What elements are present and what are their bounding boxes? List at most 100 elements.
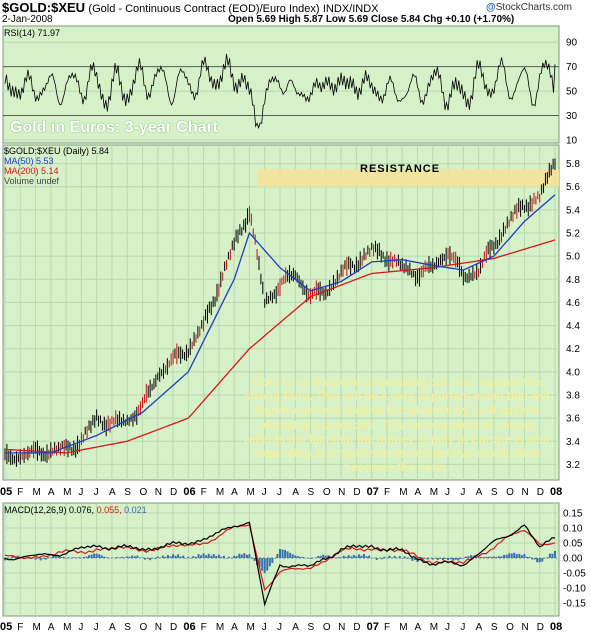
macd-hist-bar [172,554,175,558]
macd-hist-bar [281,549,284,558]
price-x-tick-label: A [48,487,55,498]
macd-x-tick-label: D [537,622,544,633]
macd-hist-bar [11,555,14,558]
macd-hist-bar [253,558,256,561]
price-x-tick-label: A [231,487,238,498]
rsi-grid [3,41,559,141]
macd-x-tick-label: M [33,622,41,633]
macd-hist-bar [462,558,465,559]
macd-hist-bar [469,555,472,558]
macd-hist-bar [342,555,345,558]
macd-x-tick-label: F [384,622,390,633]
macd-hist-bar [554,551,556,558]
macd-hist-bar [39,558,42,561]
macd-hist-bar [413,558,416,561]
macd-hist-bar [375,558,378,560]
macd-hist-bar [408,558,411,559]
macd-hist-bar [347,555,350,558]
chart-headline: Gold in Euros: 3-year Chart [10,119,219,136]
macd-hist-bar [210,555,213,558]
price-x-tick-label: O [140,487,148,498]
macd-hist-bar [266,558,269,571]
macd-hist-bar [373,557,376,559]
price-x-tick-label: A [109,487,116,498]
macd-hist-bar [261,558,264,571]
macd-x-tick-label: D [170,622,177,633]
macd-x-tick-label: O [506,622,514,633]
macd-hist-bar [156,556,159,558]
price-x-tick-label: J [460,487,465,498]
macd-hist-bar [98,554,101,558]
macd-hist-bar [319,555,322,558]
price-x-tick-label: S [491,487,498,498]
macd-hist-bar [304,557,307,559]
macd-hist-bar [230,558,233,559]
macd-hist-bar [215,555,218,558]
macd-hist-bar [523,554,526,558]
macd-hist-bar [495,556,498,558]
macd-hist-bar [133,556,136,558]
macd-hist-bar [60,557,63,558]
macd-hist-bar [52,555,55,558]
price-legend: $GOLD:$XEU (Daily) 5.84 MA(50) 5.53 MA(2… [4,146,109,186]
macd-legend-hist: 0.021 [124,505,147,515]
macd-hist-bar [345,556,348,558]
macd-hist-bar [179,556,182,558]
macd-x-tick-label: F [17,622,23,633]
macd-hist-bar [286,551,289,558]
macd-hist-bar [279,548,281,558]
macd-line [4,521,555,607]
macd-hist-bar [548,553,551,558]
rsi-tick-label: 90 [566,38,578,49]
macd-hist-bar [350,556,353,558]
macd-hist-bar [363,554,366,558]
macd-hist-bar [385,557,388,559]
price-x-tick-label: M [33,487,41,498]
price-x-tick-label: O [506,487,514,498]
price-tick-label: 5.6 [566,182,580,193]
macd-x-tick-label: 06 [183,621,195,633]
macd-hist-bar [161,555,164,558]
price-x-tick-label: 07 [367,486,379,498]
price-x-tick-label: F [17,487,23,498]
macd-hist-bar [205,555,208,558]
price-tick-label: 4.8 [566,275,580,286]
macd-hist-bar [309,558,312,559]
macd-hist-bar [200,555,203,558]
macd-legend-signal: 0.055, [96,505,122,515]
macd-tick-label: -0.10 [563,584,586,595]
exchange-label: INDX/INDX [322,3,379,15]
macd-hist-bar [299,556,302,558]
macd-hist-bar [49,557,52,559]
macd-hist-bar [149,558,152,561]
macd-x-tick-label: A [109,622,116,633]
macd-legend: MACD(12,26,9) 0.076, 0.055, 0.021 [4,505,147,515]
macd-hist-bar [335,558,338,559]
macd-hist-bar [88,555,91,558]
price-x-tick-label: M [430,487,438,498]
brand-icon: @ [486,2,496,13]
price-x-tick-label: 08 [550,486,562,498]
macd-tick-label: 0.05 [563,539,583,550]
macd-hist-bar [44,558,47,560]
macd-hist-bar [464,556,467,558]
macd-hist-bar [273,557,276,559]
price-x-tick-label: M [246,487,254,498]
macd-hist-bar [37,558,40,559]
macd-hist-bar [151,558,154,559]
brand-name: StockCharts.com [495,2,572,13]
macd-hist-bar [360,555,363,558]
macd-legend-macd: MACD(12,26,9) 0.076, [4,505,95,515]
macd-hist-bar [82,556,85,558]
macd-hist-bar [110,557,113,559]
macd-axis: 0.15 0.10 0.05 0.00 -0.05 -0.10 -0.15 [563,509,586,610]
macd-x-tick-label: J [78,622,83,633]
price-tick-label: 3.2 [566,460,580,471]
macd-panel: 0.150.100.050.00-0.05-0.10-0.15 05 F M A M J J… [0,502,586,633]
macd-hist-bar [429,557,432,559]
price-panel: 5.8 5.6 5.4 5.2 5.0 4.8 4.6 4.4 4.2 4.0 3.8 3.6 3.4 3… [0,144,580,498]
macd-x-tick-label: A [231,622,238,633]
macd-x-tick-label: M [246,622,254,633]
macd-x-tick-label: J [94,622,99,633]
price-x-tick-label: J [445,487,450,498]
